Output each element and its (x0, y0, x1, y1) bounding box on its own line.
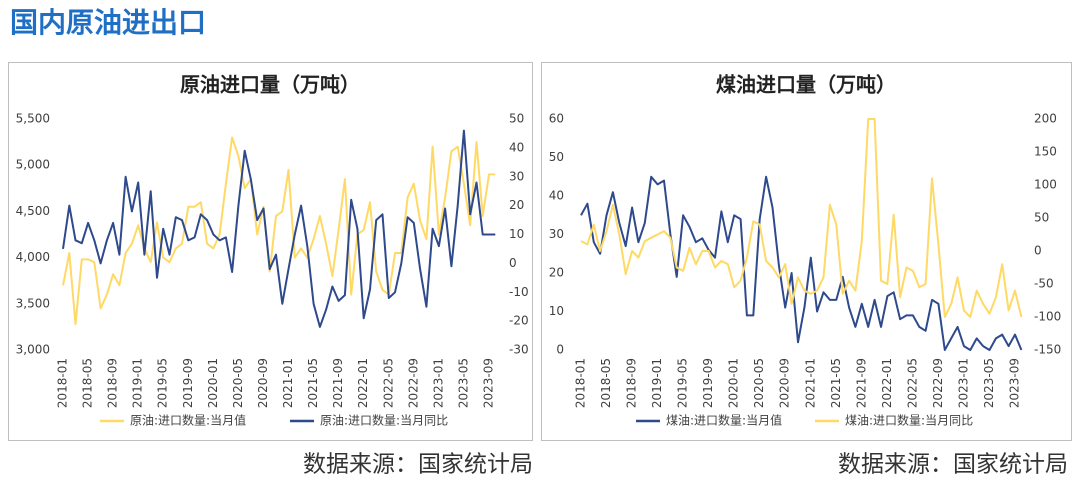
x-tick-label: 2023-09 (482, 358, 496, 408)
chart-title: 煤油进口量（万吨） (716, 73, 896, 97)
x-tick-label: 2021-01 (803, 358, 817, 408)
y2-tick-label: 0 (509, 256, 517, 270)
y2-tick-label: 20 (509, 198, 524, 212)
y-tick-label: 5,500 (16, 112, 50, 126)
y2-tick-label: 50 (1034, 211, 1049, 225)
legend-label: 原油:进口数量:当月值 (130, 413, 246, 428)
x-tick-label: 2018-05 (599, 358, 613, 408)
x-tick-label: 2023-01 (431, 358, 445, 408)
x-tick-label: 2018-01 (56, 358, 70, 408)
y-tick-label: 5,000 (16, 158, 50, 172)
y-tick-label: 50 (549, 150, 564, 164)
y-tick-label: 60 (549, 112, 564, 126)
y2-tick-label: -50 (1034, 277, 1054, 291)
legend-label: 煤油:进口数量:当月值 (666, 413, 782, 428)
x-tick-label: 2020-05 (231, 358, 245, 408)
series-line (580, 175, 1023, 351)
series-line (62, 136, 496, 326)
x-tick-label: 2020-09 (778, 358, 792, 408)
y2-tick-label: 50 (509, 112, 524, 126)
series-line (62, 129, 496, 328)
y2-tick-label: -100 (1034, 310, 1061, 324)
x-tick-label: 2020-01 (727, 358, 741, 408)
source-note: 数据来源：国家统计局 (838, 452, 1068, 478)
y-tick-label: 3,500 (16, 296, 50, 310)
x-tick-label: 2022-01 (880, 358, 894, 408)
x-tick-label: 2020-01 (206, 358, 220, 408)
x-tick-label: 2023-05 (982, 358, 996, 408)
x-tick-label: 2021-05 (306, 358, 320, 408)
x-tick-label: 2019-05 (156, 358, 170, 408)
y-tick-label: 0 (556, 343, 564, 357)
x-tick-label: 2018-09 (106, 358, 120, 408)
x-tick-label: 2019-01 (131, 358, 145, 408)
y2-tick-label: 10 (509, 227, 524, 241)
series-line (580, 118, 1023, 318)
y2-tick-label: -20 (509, 314, 529, 328)
y-tick-label: 3,000 (16, 343, 50, 357)
x-tick-label: 2023-09 (1008, 358, 1022, 408)
y2-tick-label: 30 (509, 169, 524, 183)
y2-tick-label: 40 (509, 140, 524, 154)
x-tick-label: 2023-05 (456, 358, 470, 408)
y2-tick-label: 0 (1034, 244, 1042, 258)
y2-tick-label: -150 (1034, 343, 1061, 357)
y2-tick-label: 100 (1034, 178, 1057, 192)
x-tick-label: 2019-01 (650, 358, 664, 408)
x-tick-label: 2018-05 (81, 358, 95, 408)
x-tick-label: 2019-05 (676, 358, 690, 408)
y-tick-label: 4,000 (16, 250, 50, 264)
y-tick-label: 10 (549, 304, 564, 318)
x-tick-label: 2020-09 (256, 358, 270, 408)
x-tick-label: 2022-09 (406, 358, 420, 408)
legend-label: 煤油:进口数量:当月同比 (845, 413, 973, 428)
x-tick-label: 2022-05 (381, 358, 395, 408)
y2-tick-label: 150 (1034, 145, 1057, 159)
x-tick-label: 2020-05 (752, 358, 766, 408)
y2-tick-label: 200 (1034, 112, 1057, 126)
legend-label: 原油:进口数量:当月同比 (320, 413, 448, 428)
y-tick-label: 4,500 (16, 204, 50, 218)
y-tick-label: 40 (549, 189, 564, 203)
source-note: 数据来源：国家统计局 (303, 452, 533, 478)
x-tick-label: 2019-09 (181, 358, 195, 408)
y2-tick-label: -30 (509, 343, 529, 357)
x-tick-label: 2021-09 (331, 358, 345, 408)
y-tick-label: 20 (549, 266, 564, 280)
x-tick-label: 2021-01 (281, 358, 295, 408)
x-tick-label: 2022-09 (931, 358, 945, 408)
y2-tick-label: -10 (509, 285, 529, 299)
x-tick-label: 2021-05 (829, 358, 843, 408)
panel (541, 62, 1072, 441)
x-tick-label: 2018-01 (574, 358, 588, 408)
panel (8, 62, 533, 441)
x-tick-label: 2022-01 (356, 358, 370, 408)
x-tick-label: 2019-09 (701, 358, 715, 408)
y-tick-label: 30 (549, 227, 564, 241)
chart-title: 原油进口量（万吨） (180, 73, 360, 97)
x-tick-label: 2018-09 (625, 358, 639, 408)
x-tick-label: 2023-01 (956, 358, 970, 408)
x-tick-label: 2021-09 (854, 358, 868, 408)
page-title: 国内原油进出口 (10, 6, 206, 39)
x-tick-label: 2022-05 (905, 358, 919, 408)
